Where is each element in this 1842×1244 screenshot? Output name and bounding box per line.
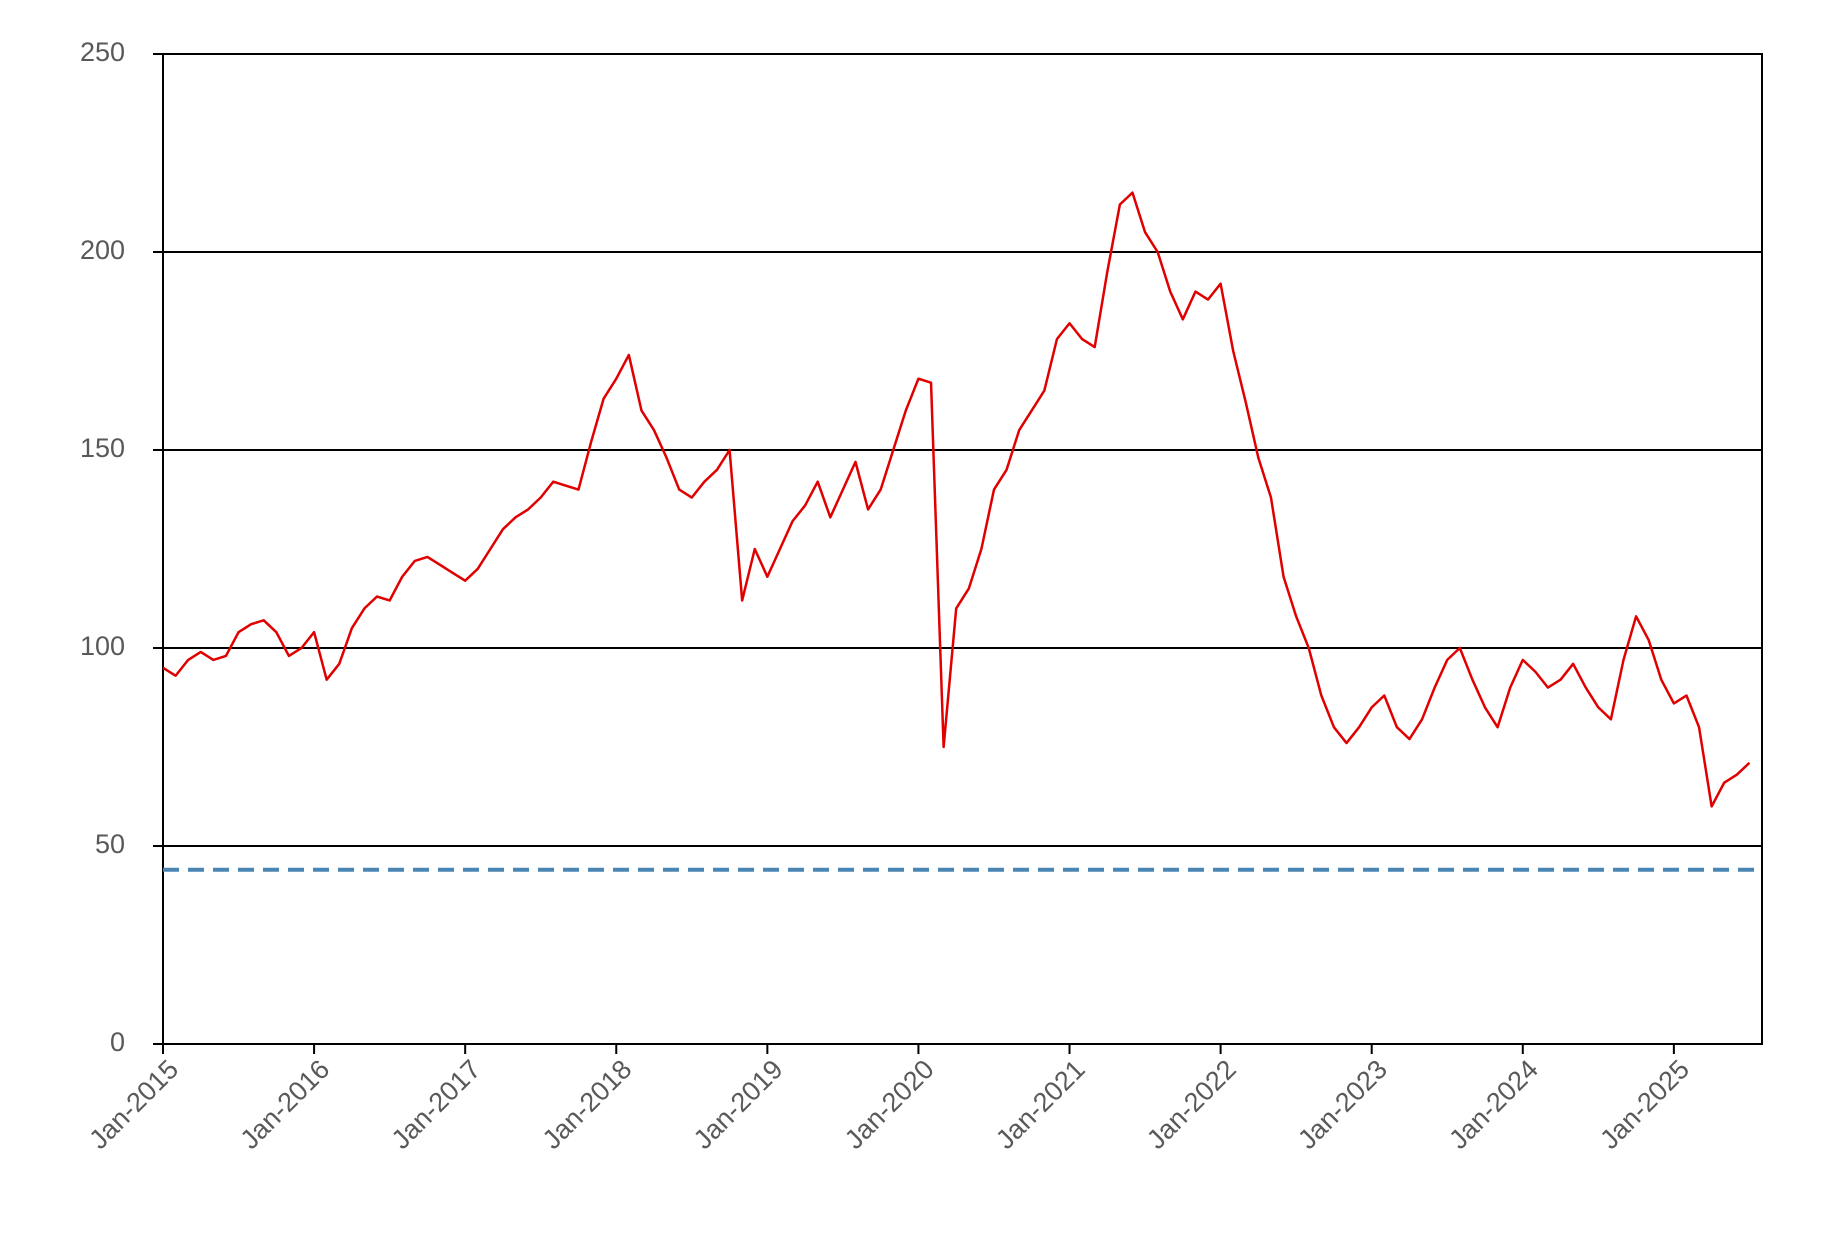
- x-tick-label: Jan-2017: [386, 1054, 487, 1155]
- y-tick-label: 200: [80, 235, 125, 265]
- y-tick-label: 150: [80, 433, 125, 463]
- x-tick-label: Jan-2022: [1141, 1054, 1242, 1155]
- y-tick-label: 0: [110, 1027, 125, 1057]
- data-line: [162, 191, 1751, 808]
- y-tick-label: 100: [80, 631, 125, 661]
- plot-frame: [162, 53, 1763, 1045]
- x-tick-label: Jan-2015: [83, 1054, 184, 1155]
- x-tick-label: Jan-2025: [1594, 1054, 1695, 1155]
- x-tick-label: Jan-2016: [235, 1054, 336, 1155]
- x-tick-label: Jan-2020: [839, 1054, 940, 1155]
- x-tick-label: Jan-2023: [1292, 1054, 1393, 1155]
- x-tick-label: Jan-2019: [688, 1054, 789, 1155]
- x-tick-label: Jan-2021: [990, 1054, 1091, 1155]
- x-tick-label: Jan-2018: [537, 1054, 638, 1155]
- y-tick-label: 250: [80, 37, 125, 67]
- y-tick-label: 50: [95, 829, 125, 859]
- x-tick-label: Jan-2024: [1443, 1054, 1544, 1155]
